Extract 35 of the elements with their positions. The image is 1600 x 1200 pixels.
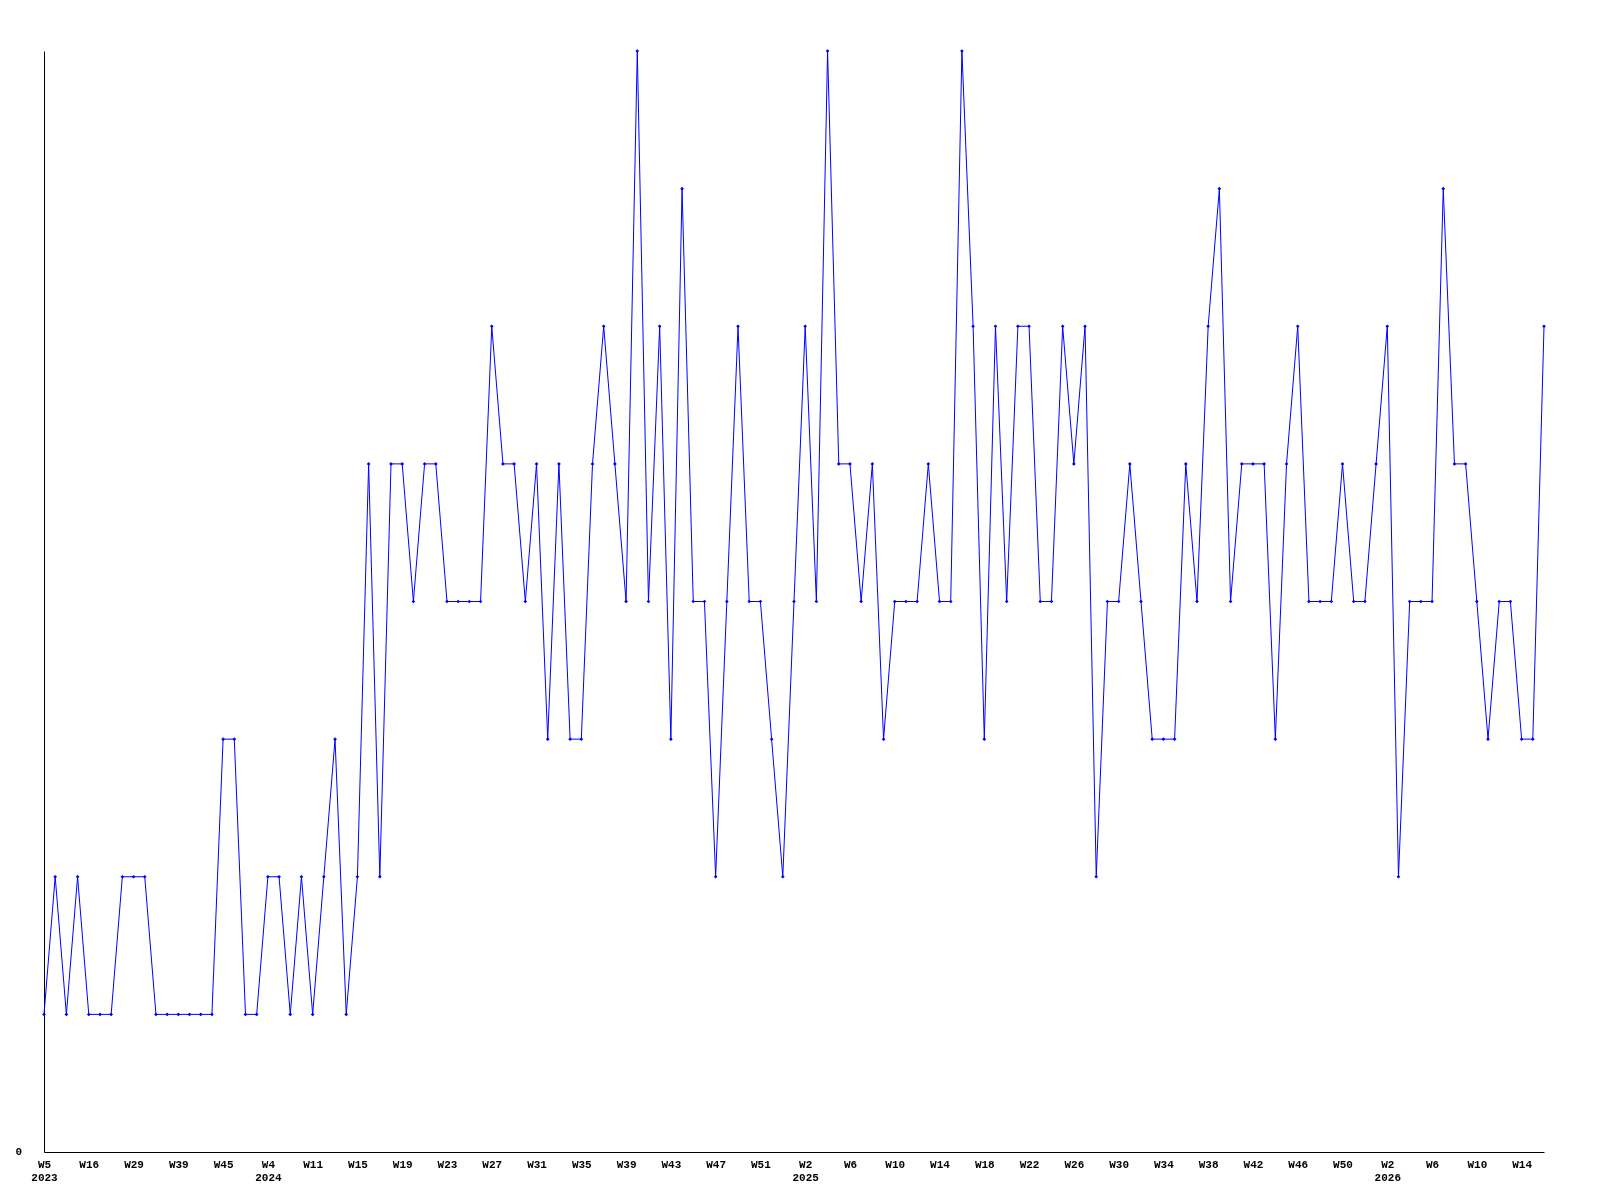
- x-tick-label: W23: [437, 1158, 458, 1171]
- x-tick-label: W27: [482, 1158, 503, 1171]
- x-tick-label: W22: [1019, 1158, 1040, 1171]
- x-tick-label: W45: [213, 1158, 234, 1171]
- x-tick-label: W39: [616, 1158, 637, 1171]
- x-tick-label: W14: [930, 1158, 951, 1171]
- x-tick-label: W43: [661, 1158, 682, 1171]
- x-tick-label: W6: [843, 1158, 858, 1171]
- x-tick-label: W4 2024: [255, 1158, 282, 1184]
- x-tick-label: W35: [571, 1158, 593, 1171]
- x-tick-label: W30: [1109, 1158, 1130, 1171]
- x-tick-label: W10: [1467, 1158, 1488, 1171]
- x-tick-label: W5 2023: [31, 1158, 59, 1184]
- x-tick-label: W18: [974, 1158, 996, 1171]
- x-tick-label: W50: [1333, 1158, 1353, 1171]
- x-tick-label: W6: [1425, 1158, 1440, 1171]
- x-tick-label: W26: [1064, 1158, 1085, 1171]
- x-tick-label: W34: [1154, 1158, 1175, 1171]
- x-tick-label: W10: [885, 1158, 906, 1171]
- x-tick-label: W11: [303, 1158, 324, 1171]
- x-tick-label: W19: [392, 1158, 413, 1171]
- x-tick-label: W15: [348, 1158, 369, 1171]
- x-tick-label: W29: [124, 1158, 144, 1171]
- x-tick-label: W51: [751, 1158, 772, 1171]
- x-tick-label: W47: [706, 1158, 727, 1171]
- x-tick-label: W31: [527, 1158, 548, 1171]
- x-tick-label: W42: [1243, 1158, 1264, 1171]
- x-tick-label: W14: [1512, 1158, 1533, 1171]
- x-tick-label: W38: [1198, 1158, 1219, 1171]
- x-tick-label: W16: [79, 1158, 100, 1171]
- x-tick-label: W2 2025: [792, 1158, 820, 1184]
- x-tick-label: W39: [168, 1158, 189, 1171]
- x-tick-label: W2 2026: [1374, 1158, 1401, 1184]
- x-tick-label: W46: [1288, 1158, 1309, 1171]
- text: 0: [15, 1146, 22, 1158]
